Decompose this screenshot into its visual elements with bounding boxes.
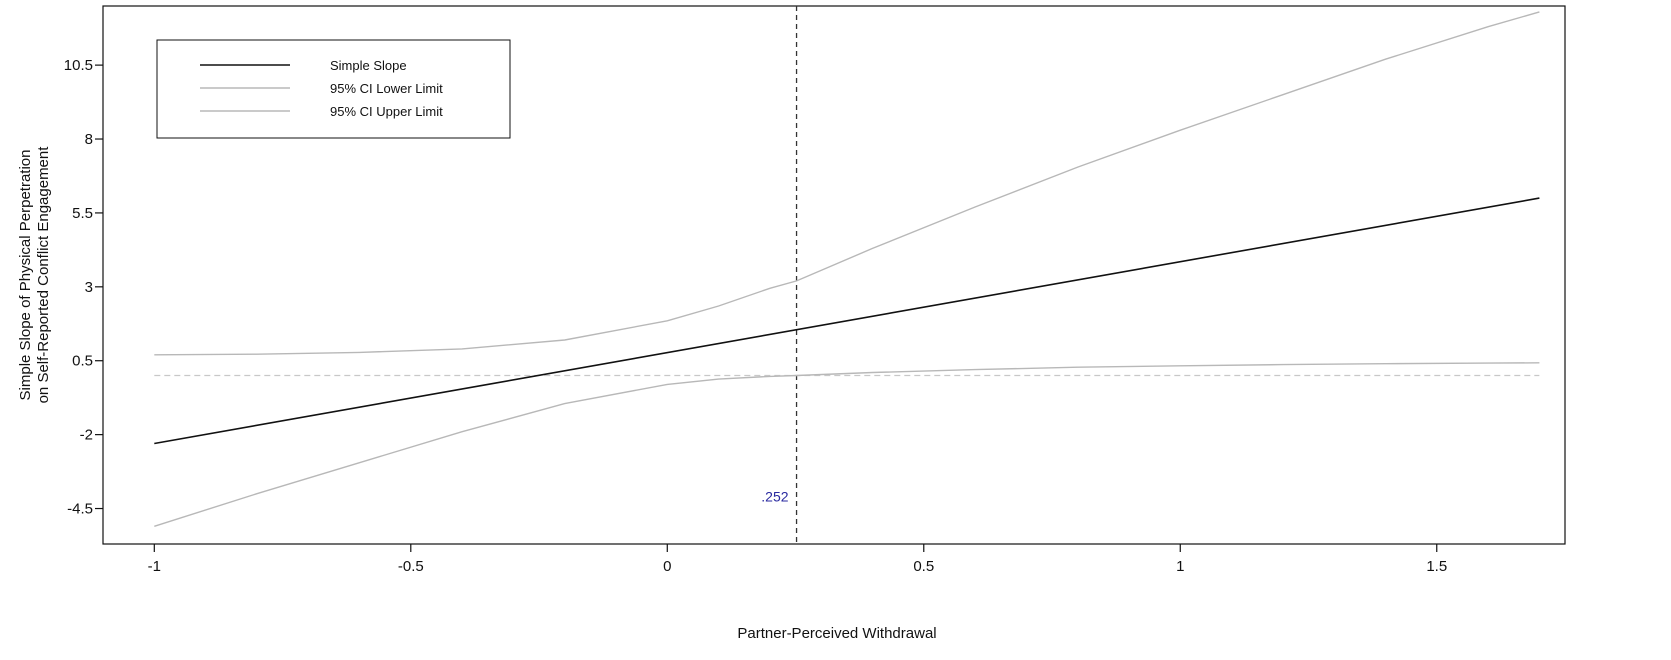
x-tick-label: 1.5 — [1426, 558, 1447, 575]
y-tick-label: 10.5 — [64, 57, 93, 74]
y-tick-label: 5.5 — [72, 205, 93, 222]
threshold-annotation: .252 — [761, 489, 788, 505]
legend-label-3: 95% CI Upper Limit — [330, 104, 443, 119]
legend-label-1: Simple Slope — [330, 58, 407, 73]
x-tick-label: 0 — [663, 558, 671, 575]
plot-frame — [102, 5, 1566, 545]
y-tick-label: 0.5 — [72, 353, 93, 370]
y-axis-title: Simple Slope of Physical Perpetration on… — [17, 146, 52, 404]
y-tick-label: 8 — [85, 131, 93, 148]
series-line-2 — [154, 362, 1540, 527]
legend-label-2: 95% CI Lower Limit — [330, 81, 443, 96]
series-line-1 — [154, 197, 1540, 445]
x-axis-title: Partner-Perceived Withdrawal — [737, 625, 936, 642]
y-axis: -4.5 -2 0.5 3 5.5 8 10.5 — [64, 57, 103, 518]
x-tick-label: -1 — [148, 558, 161, 575]
reference-lines — [154, 6, 1540, 544]
y-tick-label: 3 — [85, 279, 93, 296]
y-axis-title-line-1: Simple Slope of Physical Perpetration — [17, 150, 34, 401]
x-tick-label: 0.5 — [913, 558, 934, 575]
series-line-3 — [154, 11, 1540, 356]
legend-box — [156, 39, 511, 139]
series-layer — [154, 11, 1540, 527]
legend: Simple Slope 95% CI Lower Limit 95% CI Upp… — [156, 39, 511, 139]
y-tick-label: -4.5 — [67, 501, 93, 518]
y-tick-label: -2 — [80, 427, 93, 444]
y-axis-title-line-2: on Self-Reported Conflict Engagement — [35, 146, 52, 404]
x-tick-label: 1 — [1176, 558, 1184, 575]
x-axis: -1 -0.5 0 0.5 1 1.5 — [148, 544, 1447, 575]
x-tick-label: -0.5 — [398, 558, 424, 575]
